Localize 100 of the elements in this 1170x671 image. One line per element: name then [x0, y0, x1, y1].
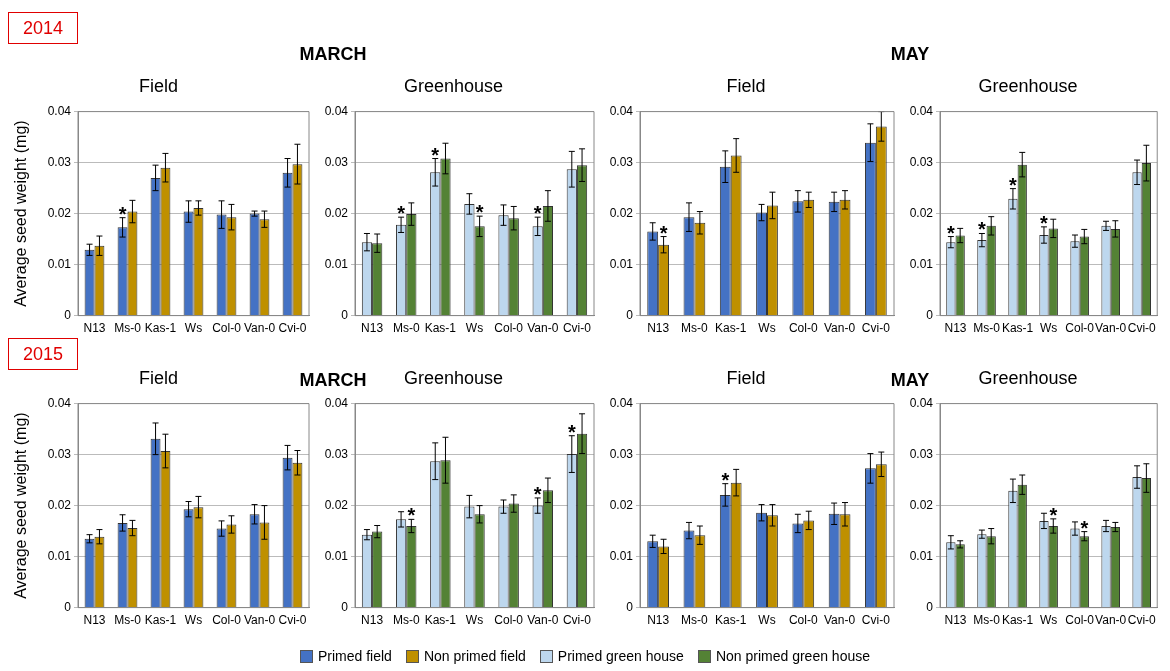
x-tick-label: Col-0 — [788, 613, 818, 628]
x-tick-label: Van-0 — [527, 321, 559, 336]
y-tick-label: 0.04 — [909, 395, 934, 410]
y-tick-label: 0.02 — [324, 497, 349, 512]
y-tick-label: 0.03 — [609, 154, 634, 169]
x-tick-label: N13 — [647, 613, 670, 628]
chart-title: Greenhouse — [403, 75, 504, 96]
legend-label: Primed field — [317, 648, 392, 664]
annotation: * — [118, 202, 127, 225]
y-tick-label: 0.04 — [909, 103, 934, 118]
annotation: * — [1009, 173, 1018, 196]
x-tick-label: Kas-1 — [144, 613, 177, 628]
x-tick-label: Col-0 — [494, 321, 524, 336]
y-tick-label: 0.03 — [47, 154, 72, 169]
x-tick-label: Kas-1 — [424, 321, 457, 336]
y-axis-title: Average seed weight (mg) — [12, 412, 30, 599]
x-tick-label: Cvi-0 — [1127, 613, 1157, 628]
x-tick-label: Ws — [1039, 613, 1058, 628]
x-tick-label: Col-0 — [212, 613, 242, 628]
y-tick-label: 0.03 — [324, 154, 349, 169]
annotation: * — [978, 218, 986, 241]
x-tick-label: Kas-1 — [144, 321, 177, 336]
x-tick-label: Cvi-0 — [562, 613, 592, 628]
x-tick-label: Kas-1 — [424, 613, 457, 628]
annotation: * — [1040, 211, 1049, 234]
chart-title: Field — [138, 367, 179, 388]
text: MARCH — [298, 44, 368, 65]
annotation: * — [946, 221, 955, 244]
y-tick-label: 0.01 — [909, 548, 934, 563]
x-tick-label: Cvi-0 — [1127, 321, 1157, 336]
x-tick-label: Kas-1 — [715, 613, 747, 628]
x-tick-label: Cvi-0 — [861, 321, 891, 336]
x-tick-label: Van-0 — [1095, 613, 1127, 628]
x-tick-label: Ws — [184, 321, 203, 336]
x-tick-label: Kas-1 — [1001, 613, 1034, 628]
x-tick-label: Col-0 — [1065, 321, 1095, 336]
x-tick-label: Van-0 — [824, 613, 856, 628]
x-tick-label: Ws — [758, 613, 776, 628]
x-tick-label: Van-0 — [527, 613, 559, 628]
annotation: * — [397, 202, 406, 225]
x-tick-label: Ms-0 — [392, 613, 420, 628]
x-tick-label: N13 — [944, 321, 967, 336]
y-tick-label: 0 — [626, 307, 634, 322]
x-tick-label: N13 — [361, 321, 384, 336]
chart-title: Greenhouse — [978, 367, 1078, 388]
y-tick-label: 0 — [926, 307, 934, 322]
text: 2014 — [8, 12, 78, 44]
y-axis-title: Average seed weight (mg) — [12, 120, 30, 307]
x-tick-label: Ws — [758, 321, 776, 336]
x-tick-label: Ms-0 — [681, 321, 709, 336]
x-tick-label: Ws — [465, 321, 484, 336]
y-tick-label: 0.02 — [909, 205, 934, 220]
y-tick-label: 0 — [341, 599, 349, 614]
x-tick-label: Van-0 — [243, 321, 276, 336]
y-tick-label: 0.04 — [47, 103, 72, 118]
chart-title: Field — [726, 367, 766, 388]
x-tick-label: Kas-1 — [1001, 321, 1034, 336]
y-tick-label: 0.04 — [609, 395, 634, 410]
chart-title: Field — [726, 75, 766, 96]
x-tick-label: Ws — [465, 613, 484, 628]
x-tick-label: Col-0 — [494, 613, 524, 628]
y-tick-label: 0.04 — [47, 395, 72, 410]
x-tick-label: Col-0 — [788, 321, 818, 336]
y-tick-label: 0.03 — [909, 446, 934, 461]
annotation: * — [475, 201, 484, 224]
annotation: * — [533, 202, 542, 225]
x-tick-label: N13 — [647, 321, 670, 336]
x-tick-label: Ms-0 — [681, 613, 709, 628]
annotation: * — [659, 221, 668, 244]
x-tick-label: Cvi-0 — [562, 321, 592, 336]
y-tick-label: 0 — [626, 599, 634, 614]
legend-label: Non primed field — [423, 648, 526, 664]
x-tick-label: N13 — [83, 613, 106, 628]
annotation: * — [567, 420, 576, 443]
text: MAY — [890, 370, 930, 390]
x-tick-label: Van-0 — [243, 613, 276, 628]
y-tick-label: 0 — [64, 599, 72, 614]
y-tick-label: 0.03 — [909, 154, 934, 169]
y-tick-label: 0.02 — [609, 497, 634, 512]
x-tick-label: Kas-1 — [715, 321, 747, 336]
y-tick-label: 0.02 — [609, 205, 634, 220]
x-tick-label: Van-0 — [1095, 321, 1127, 336]
y-tick-label: 0.04 — [324, 103, 349, 118]
legend-label: Non primed green house — [715, 648, 871, 664]
annotation: * — [431, 143, 440, 166]
x-tick-label: Ws — [184, 613, 203, 628]
x-tick-label: Ms-0 — [114, 613, 142, 628]
chart-title: Greenhouse — [403, 367, 504, 388]
y-tick-label: 0.01 — [47, 548, 72, 563]
text: 2015 — [8, 338, 78, 370]
y-tick-label: 0.01 — [609, 548, 634, 563]
annotation: * — [1049, 503, 1058, 526]
y-tick-label: 0.02 — [324, 205, 349, 220]
y-tick-label: 0 — [64, 307, 72, 322]
chart-title: Field — [138, 75, 179, 96]
y-tick-label: 0.01 — [47, 256, 72, 271]
y-tick-label: 0.01 — [324, 256, 349, 271]
x-tick-label: Cvi-0 — [278, 321, 307, 336]
y-tick-label: 0.01 — [324, 548, 349, 563]
x-tick-label: Van-0 — [824, 321, 856, 336]
